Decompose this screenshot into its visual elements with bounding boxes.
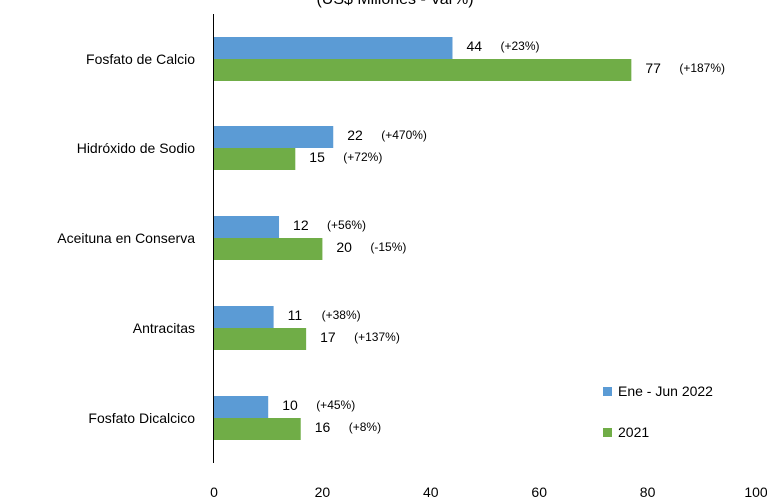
data-label: 77: [645, 60, 661, 76]
variation-label: (-15%): [370, 240, 406, 254]
category-label: Fosfato Dicalcico: [88, 410, 195, 426]
bar: [214, 59, 632, 81]
legend-swatch: [603, 387, 612, 396]
bar: [214, 418, 301, 440]
variation-label: (+38%): [322, 308, 361, 322]
bar: [214, 238, 323, 260]
legend: Ene - Jun 2022 2021: [603, 383, 713, 440]
x-tick-label: 20: [315, 484, 331, 500]
bar: [214, 37, 453, 59]
variation-label: (+45%): [316, 398, 355, 412]
data-label: 15: [309, 149, 325, 165]
data-label: 44: [466, 38, 482, 54]
variation-label: (+72%): [343, 150, 382, 164]
category-label: Fosfato de Calcio: [86, 51, 195, 67]
variation-label: (+470%): [381, 128, 427, 142]
variation-label: (+137%): [354, 330, 400, 344]
category-label: Hidróxido de Sodio: [77, 140, 196, 156]
variation-label: (+187%): [679, 61, 725, 75]
bar: [214, 306, 274, 328]
category-label: Antracitas: [133, 320, 195, 336]
data-label: 17: [320, 329, 336, 345]
legend-label: 2021: [618, 424, 649, 440]
x-tick-label: 0: [210, 484, 218, 500]
bar: [214, 216, 280, 238]
bar: [214, 148, 296, 170]
chart-title: (US$ Millones - Var%): [316, 0, 473, 8]
x-tick-label: 60: [531, 484, 547, 500]
variation-label: (+8%): [349, 420, 381, 434]
bar: [214, 396, 269, 418]
data-label: 20: [336, 239, 352, 255]
x-tick-label: 40: [423, 484, 439, 500]
data-label: 16: [315, 419, 331, 435]
data-label: 22: [347, 127, 363, 143]
x-tick-label: 100: [744, 484, 767, 500]
data-label: 11: [288, 307, 303, 323]
data-label: 10: [282, 397, 298, 413]
data-label: 12: [293, 217, 309, 233]
variation-label: (+56%): [327, 218, 366, 232]
bar: [214, 126, 334, 148]
legend-label: Ene - Jun 2022: [618, 383, 713, 399]
category-label: Aceituna en Conserva: [57, 230, 195, 246]
variation-label: (+23%): [500, 39, 539, 53]
bar: [214, 328, 307, 350]
legend-swatch: [603, 428, 612, 437]
x-tick-label: 80: [640, 484, 656, 500]
